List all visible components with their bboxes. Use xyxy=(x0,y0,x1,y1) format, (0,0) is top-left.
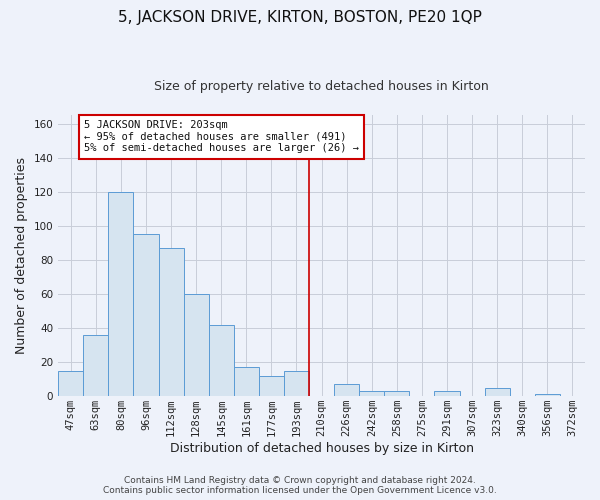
Bar xyxy=(259,376,284,396)
Bar xyxy=(485,388,510,396)
Bar xyxy=(133,234,158,396)
Bar xyxy=(434,391,460,396)
Bar xyxy=(83,335,109,396)
Text: Contains HM Land Registry data © Crown copyright and database right 2024.
Contai: Contains HM Land Registry data © Crown c… xyxy=(103,476,497,495)
Y-axis label: Number of detached properties: Number of detached properties xyxy=(15,157,28,354)
Bar xyxy=(209,324,234,396)
Bar xyxy=(58,370,83,396)
Text: 5, JACKSON DRIVE, KIRTON, BOSTON, PE20 1QP: 5, JACKSON DRIVE, KIRTON, BOSTON, PE20 1… xyxy=(118,10,482,25)
Text: 5 JACKSON DRIVE: 203sqm
← 95% of detached houses are smaller (491)
5% of semi-de: 5 JACKSON DRIVE: 203sqm ← 95% of detache… xyxy=(84,120,359,154)
Bar xyxy=(284,370,309,396)
Bar xyxy=(234,367,259,396)
Bar xyxy=(184,294,209,396)
Bar xyxy=(385,391,409,396)
Bar xyxy=(535,394,560,396)
Bar xyxy=(334,384,359,396)
Bar xyxy=(158,248,184,396)
Bar xyxy=(359,391,385,396)
X-axis label: Distribution of detached houses by size in Kirton: Distribution of detached houses by size … xyxy=(170,442,473,455)
Bar xyxy=(109,192,133,396)
Title: Size of property relative to detached houses in Kirton: Size of property relative to detached ho… xyxy=(154,80,489,93)
